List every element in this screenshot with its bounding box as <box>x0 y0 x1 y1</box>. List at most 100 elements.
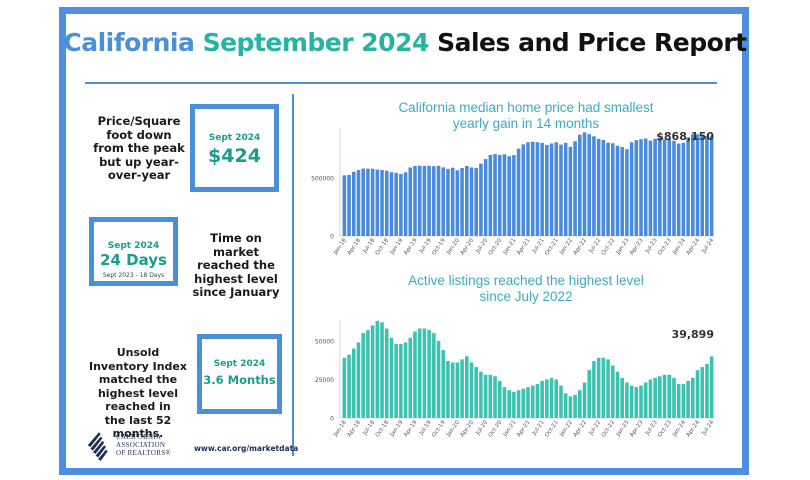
price-chart-bar <box>563 142 568 236</box>
title-state: California <box>63 28 195 57</box>
price-chart-bar <box>530 141 535 236</box>
listings-chart-bar <box>686 380 690 418</box>
price-chart-bar <box>554 142 559 236</box>
listings-chart-bar <box>526 387 530 418</box>
listings-chart-bar <box>658 376 662 418</box>
title-period: September 2024 <box>202 28 430 57</box>
price-chart-bar <box>465 165 469 236</box>
price-chart-x-tick-label: Oct-23 <box>657 237 673 256</box>
price-chart-bar <box>399 174 403 236</box>
listings-chart-bar <box>479 371 483 418</box>
price-chart-bar <box>620 147 624 236</box>
price-chart-bar <box>625 149 629 236</box>
listings-chart-x-tick-label: Apr-22 <box>573 420 589 439</box>
listings-chart-bar <box>592 360 596 418</box>
listings-chart-bar <box>563 393 568 418</box>
price-chart-x-tick-label: Oct-22 <box>601 238 617 257</box>
listings-chart-bar <box>488 374 493 418</box>
listings-chart-bar <box>342 357 347 418</box>
listings-chart-bar <box>450 362 455 418</box>
price-chart-bar <box>427 165 431 236</box>
listings-chart-bar <box>672 377 676 418</box>
price-chart-bar <box>516 148 521 236</box>
listings-chart-y-tick-label: 0 <box>330 416 334 423</box>
listings-chart-bar <box>559 385 563 418</box>
listings-chart-x-tick-label: Apr-18 <box>347 419 363 438</box>
price-chart-bar <box>559 144 563 236</box>
listings-chart-x-tick-label: Jan-19 <box>389 419 405 438</box>
listings-chart-x-tick-label: Oct-19 <box>431 419 447 438</box>
price-sqft-card: Sept 2024 $424 <box>190 104 279 192</box>
price-sqft-value: $424 <box>208 145 261 167</box>
listings-chart-bar <box>347 354 351 418</box>
price-chart-x-tick-label: Jan-21 <box>502 237 518 256</box>
time-on-market-card-label: Sept 2024 <box>107 241 160 251</box>
listings-chart-bar <box>681 384 686 418</box>
page-title: California September 2024 Sales and Pric… <box>0 28 810 57</box>
listings-chart-bar <box>634 387 639 418</box>
price-chart-bar <box>601 139 606 236</box>
price-chart-bar <box>380 170 384 236</box>
listings-chart-x-tick-label: Jan-18 <box>332 419 348 438</box>
listings-chart-bar <box>625 382 629 418</box>
listings-chart-bar <box>441 350 446 418</box>
listings-chart-bar <box>413 331 417 418</box>
title-report: Sales and Price Report <box>437 28 747 57</box>
listings-chart-bar <box>540 380 544 418</box>
listings-chart-x-tick-label: Jan-20 <box>445 419 461 438</box>
price-chart-x-tick-label: Jul-24 <box>701 237 716 255</box>
listings-chart-bar <box>351 348 356 418</box>
price-chart-x-tick-label: Apr-21 <box>516 237 532 256</box>
listings-chart-bar <box>432 333 436 418</box>
listings-chart-bar <box>535 384 540 418</box>
listings-chart-title: Active listings reached the highest leve… <box>408 273 644 304</box>
price-chart-bar <box>512 155 516 236</box>
price-chart-bar <box>610 143 615 236</box>
footer-url[interactable]: www.car.org/marketdata <box>194 444 299 453</box>
listings-chart-bar <box>521 388 526 418</box>
price-chart-bar <box>413 165 417 236</box>
listings-chart-bar <box>356 342 361 418</box>
price-chart-bar <box>540 142 544 236</box>
listings-chart-bar <box>705 364 709 418</box>
listings-chart-x-tick-label: Apr-19 <box>403 419 419 438</box>
price-chart-bar <box>455 170 460 236</box>
price-chart-bar <box>507 156 511 236</box>
price-chart-bar <box>389 172 394 236</box>
listings-chart-x-tick-label: Jan-22 <box>558 420 574 439</box>
price-chart-bar <box>578 134 582 236</box>
time-on-market-card: Sept 2024 24 Days Sept 2023 - 18 Days <box>89 217 178 286</box>
listings-chart-bar <box>389 337 394 418</box>
price-chart-bar <box>460 168 464 236</box>
time-on-market-value: 24 Days <box>100 251 167 269</box>
listings-chart-y-tick-label: 50000 <box>315 338 334 345</box>
price-chart-bar <box>361 168 365 236</box>
listings-chart-bar <box>483 374 488 418</box>
listings-chart-x-tick-label: Oct-22 <box>601 420 617 439</box>
car-logo-text: CALIFORNIA ASSOCIATION OF REALTORS® <box>116 433 172 457</box>
listings-chart-bar <box>394 343 398 418</box>
price-chart-bar <box>615 145 620 236</box>
time-on-market-description: Time on market reached the highest level… <box>192 231 280 299</box>
column-divider <box>292 94 294 456</box>
price-chart-bar <box>342 175 347 236</box>
listings-chart-bar <box>648 379 653 418</box>
price-chart-bar <box>446 168 450 236</box>
price-chart-bar <box>582 132 587 236</box>
listings-chart-x-tick-label: Oct-20 <box>488 419 504 438</box>
listings-chart-bar <box>460 359 464 418</box>
unsold-inventory-card-label: Sept 2024 <box>213 359 266 369</box>
listings-chart-bar <box>615 371 620 418</box>
price-chart-bar <box>648 140 653 236</box>
listings-chart-bar <box>361 333 365 418</box>
unsold-inventory-description: Unsold Inventory Index matched the highe… <box>89 346 187 440</box>
price-chart-x-tick-label: Oct-18 <box>375 237 391 256</box>
price-chart-bar <box>366 168 370 236</box>
price-chart-bar <box>639 139 643 236</box>
listings-chart-bar <box>507 390 511 418</box>
listings-chart-bar <box>639 385 643 418</box>
price-chart-x-tick-label: Apr-18 <box>347 237 363 256</box>
price-chart-x-tick-label: Oct-20 <box>488 237 504 256</box>
price-chart-bar <box>709 135 714 236</box>
